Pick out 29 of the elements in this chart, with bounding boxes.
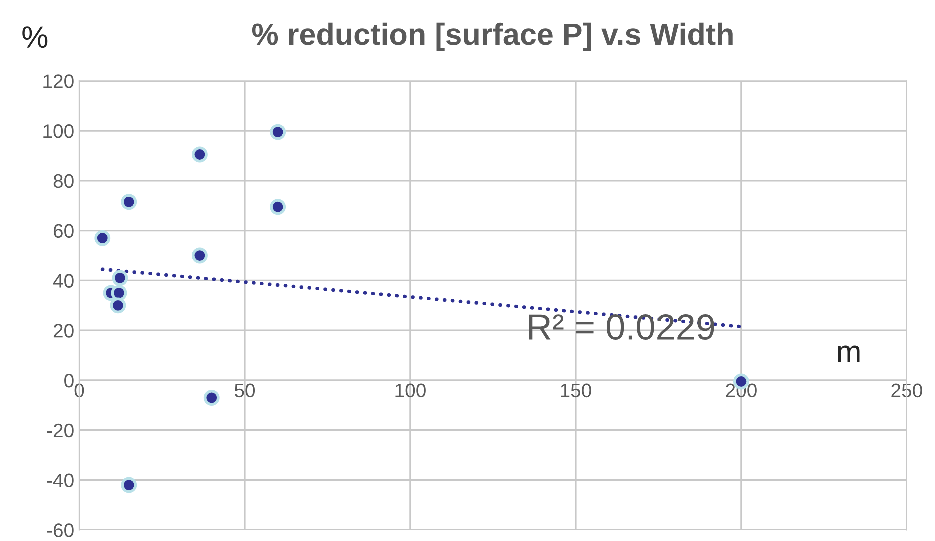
annotation: R² = 0.0229 xyxy=(529,314,714,340)
chart-title: % reduction [surface P] v.s Width xyxy=(252,22,733,52)
y-tick-label: -20 xyxy=(47,424,74,438)
y-tick-label: 60 xyxy=(54,224,74,238)
point xyxy=(192,146,208,163)
point xyxy=(121,194,138,210)
y-axis-title: % xyxy=(22,26,48,48)
point xyxy=(204,390,220,406)
x-tick-label: 50 xyxy=(234,384,256,398)
x-tick-label: 100 xyxy=(396,384,426,398)
point xyxy=(110,298,126,314)
y-tick-label: 20 xyxy=(54,324,74,338)
y-tick-label: 100 xyxy=(44,124,74,138)
y-tick-label: -60 xyxy=(47,524,74,538)
point xyxy=(270,199,286,216)
y-tick-label: 0 xyxy=(64,374,74,388)
x-tick-label: 150 xyxy=(561,384,592,398)
y-tick-label: 80 xyxy=(54,174,74,188)
point xyxy=(94,230,111,246)
point xyxy=(121,477,138,494)
point xyxy=(112,270,128,286)
y-tick-label: 120 xyxy=(44,74,74,88)
point xyxy=(192,248,208,264)
x-tick-label: 0 xyxy=(74,384,84,398)
y-tick-label: 40 xyxy=(53,274,74,288)
y-tick-label: -40 xyxy=(47,474,74,488)
x-axis-title: m xyxy=(838,346,860,362)
point xyxy=(270,124,286,140)
x-tick-label: 250 xyxy=(892,384,922,398)
